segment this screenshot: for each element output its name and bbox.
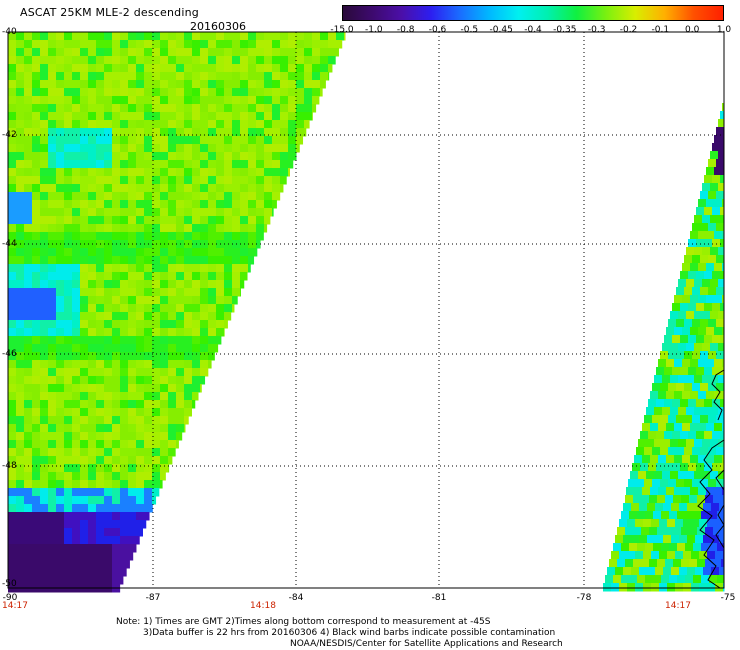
note-line-1: Note: 1) Times are GMT 2)Times along bot… bbox=[116, 617, 491, 627]
color-bar-tick-label: 0.0 bbox=[684, 25, 700, 35]
lon-tick-label: -75 bbox=[720, 593, 736, 603]
color-bar-tick-label: -0.3 bbox=[587, 25, 606, 35]
lat-tick-label: -50 bbox=[2, 579, 17, 589]
plot-title: ASCAT 25KM MLE-2 descending bbox=[20, 6, 199, 19]
color-bar-tick-label: -0.2 bbox=[619, 25, 638, 35]
lat-tick-label: -46 bbox=[2, 349, 17, 359]
color-bar-tick-label: -0.35 bbox=[553, 25, 577, 35]
lon-tick-label: -90 bbox=[2, 593, 18, 603]
lon-tick-label: -84 bbox=[288, 593, 304, 603]
swath-left bbox=[8, 32, 346, 593]
note-line-3: NOAA/NESDIS/Center for Satellite Applica… bbox=[290, 639, 563, 649]
lat-tick-label: -44 bbox=[2, 239, 17, 249]
color-bar-tick-label: -15.0 bbox=[330, 25, 354, 35]
lon-tick-label: -78 bbox=[576, 593, 592, 603]
lat-tick-label: -48 bbox=[2, 461, 17, 471]
lon-tick-label: -81 bbox=[431, 593, 447, 603]
color-bar-tick-label: -0.5 bbox=[460, 25, 479, 35]
plot-date: 20160306 bbox=[190, 20, 246, 33]
plot-frame bbox=[7, 31, 725, 589]
color-bar-tick-label: -0.45 bbox=[489, 25, 513, 35]
pass-time-label: 14:17 bbox=[665, 601, 691, 611]
lat-tick-label: -42 bbox=[2, 130, 17, 140]
lat-lon-grid bbox=[8, 32, 724, 588]
color-bar-tick-label: 1.0 bbox=[716, 25, 732, 35]
color-bar-tick-label: -0.8 bbox=[396, 25, 415, 35]
swath-right bbox=[603, 103, 725, 592]
pass-time-label: 14:17 bbox=[2, 601, 28, 611]
pass-time-label: 14:18 bbox=[250, 601, 276, 611]
lat-tick-label: -40 bbox=[2, 27, 17, 37]
note-line-2: 3)Data buffer is 22 hrs from 20160306 4)… bbox=[143, 628, 556, 638]
color-bar-tick-label: -0.6 bbox=[428, 25, 447, 35]
color-bar bbox=[342, 5, 724, 21]
color-bar-tick-label: -0.4 bbox=[524, 25, 542, 35]
lon-tick-label: -87 bbox=[145, 593, 161, 603]
color-bar-tick-label: -0.1 bbox=[651, 25, 670, 35]
color-bar-tick-label: -1.0 bbox=[365, 25, 383, 35]
